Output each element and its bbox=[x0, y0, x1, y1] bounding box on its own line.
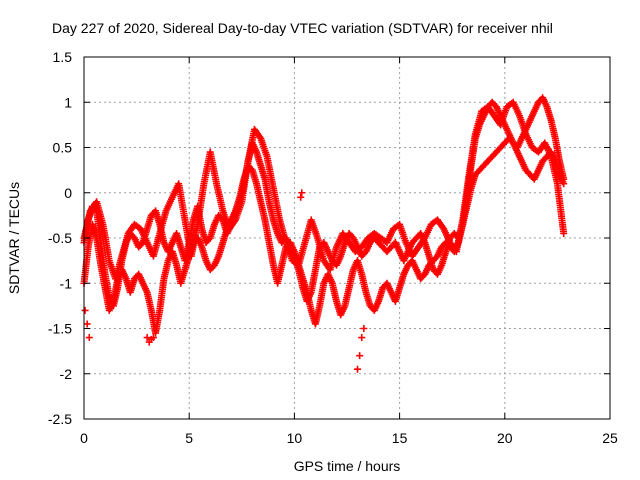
y-tick-label: 0 bbox=[64, 185, 72, 201]
x-tick-label: 0 bbox=[80, 430, 88, 446]
data-point bbox=[297, 193, 305, 201]
x-tick-label: 20 bbox=[497, 430, 513, 446]
x-axis-label: GPS time / hours bbox=[294, 458, 401, 474]
data-point bbox=[560, 180, 568, 188]
y-axis-label: SDTVAR / TECUs bbox=[6, 182, 22, 294]
data-point bbox=[560, 229, 568, 237]
y-tick-label: 1 bbox=[64, 94, 72, 110]
x-tick-label: 5 bbox=[185, 430, 193, 446]
data-points bbox=[80, 94, 568, 373]
data-point bbox=[81, 306, 89, 314]
y-tick-label: -2.5 bbox=[48, 411, 72, 427]
data-point bbox=[143, 334, 151, 342]
y-tick-label: -0.5 bbox=[48, 230, 72, 246]
data-point bbox=[298, 189, 306, 197]
data-point bbox=[256, 133, 264, 141]
y-tick-label: -1 bbox=[60, 275, 73, 291]
data-point bbox=[149, 334, 157, 342]
x-tick-label: 25 bbox=[602, 430, 618, 446]
data-point bbox=[230, 217, 238, 225]
y-tick-label: -2 bbox=[60, 366, 73, 382]
y-tick-label: 1.5 bbox=[53, 49, 73, 65]
data-point bbox=[358, 334, 366, 342]
y-tick-label: -1.5 bbox=[48, 321, 72, 337]
x-tick-label: 10 bbox=[287, 430, 303, 446]
data-point bbox=[354, 365, 362, 373]
y-tick-label: 0.5 bbox=[53, 140, 73, 156]
x-tick-label: 15 bbox=[392, 430, 408, 446]
data-point bbox=[356, 352, 364, 360]
data-point bbox=[83, 320, 91, 328]
tick-labels: 0 5 10 15 20 25 -2.5 -2 -1.5 -1 -0.5 0 0.5 1 1.5 bbox=[48, 49, 618, 446]
chart-title: Day 227 of 2020, Sidereal Day-to-day VTE… bbox=[52, 20, 553, 36]
data-point bbox=[360, 325, 368, 332]
axis-ticks bbox=[83, 56, 611, 420]
data-point bbox=[85, 334, 93, 342]
